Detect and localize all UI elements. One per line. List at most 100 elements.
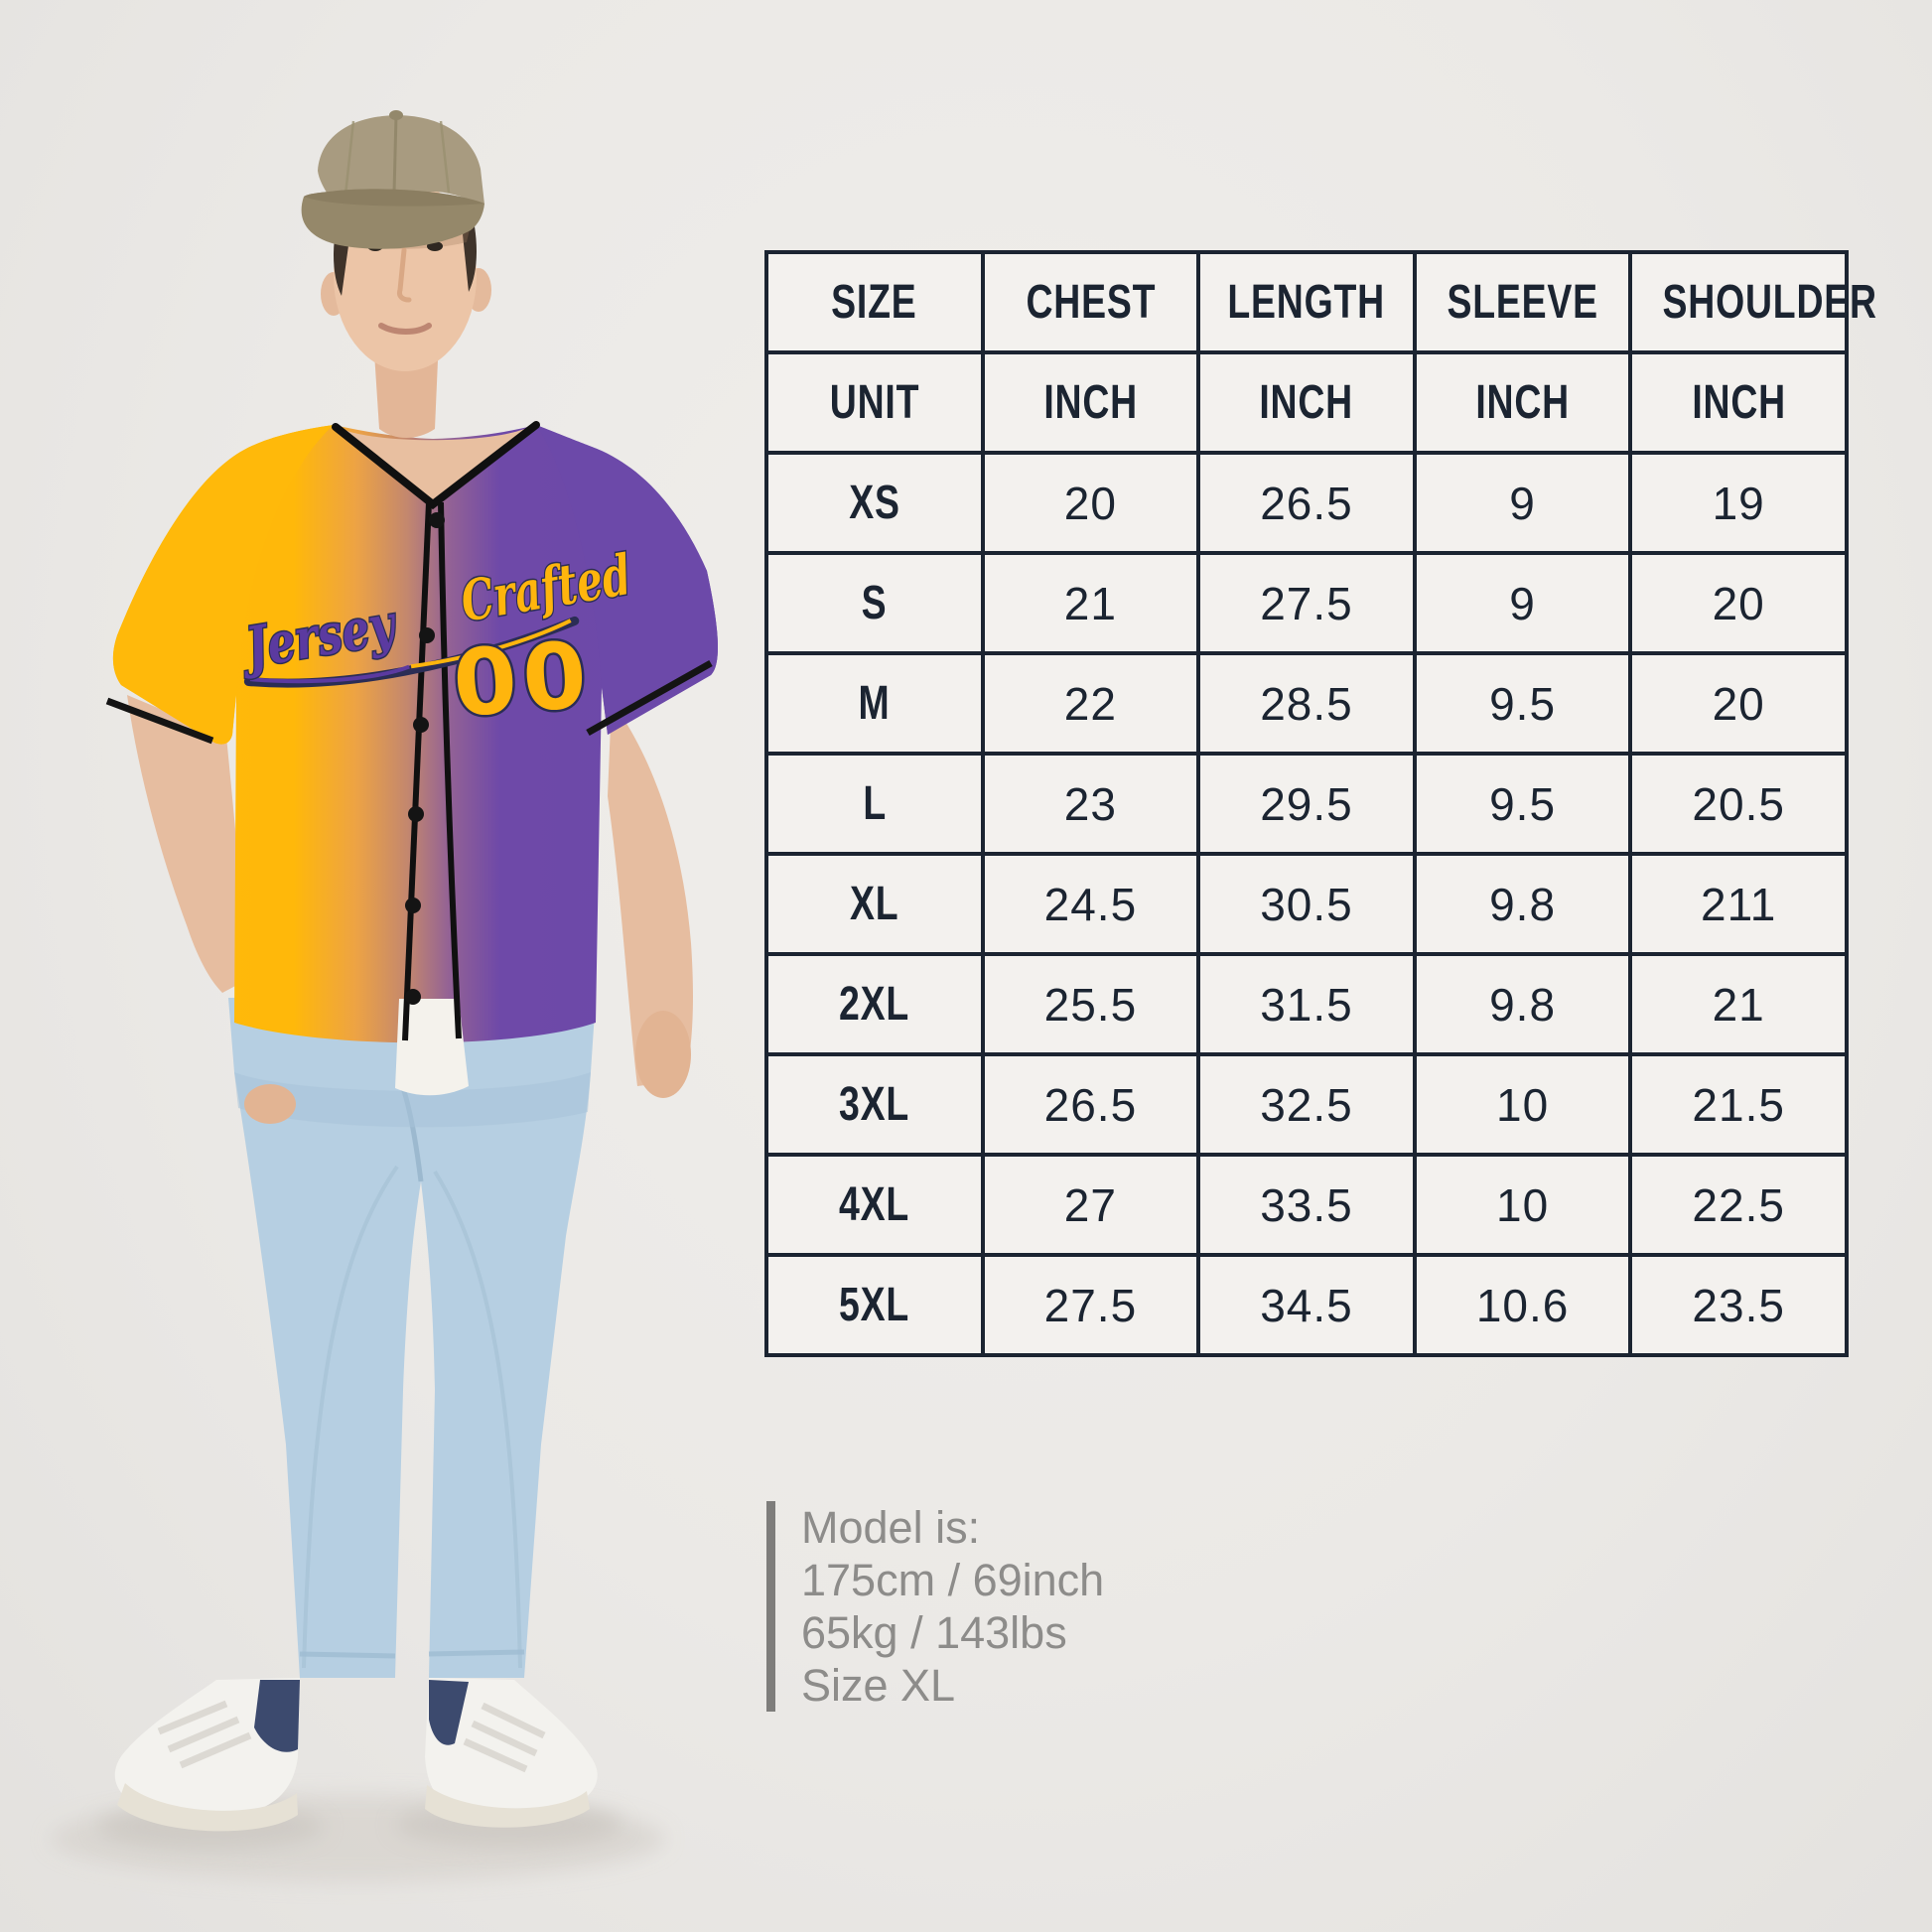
chest-cell: 21 xyxy=(980,551,1201,655)
size-label: S xyxy=(861,577,888,629)
chest-cell: 24.5 xyxy=(980,852,1201,956)
table-header-row: SIZE CHEST LENGTH SLEEVE SHOULDER xyxy=(764,250,1876,354)
shoulder-cell: 20.5 xyxy=(1628,752,1849,856)
chest-cell: 27 xyxy=(980,1153,1201,1257)
sleeve-cell: 10 xyxy=(1412,1153,1633,1257)
size-cell: XS xyxy=(764,451,985,555)
length-cell: 31.5 xyxy=(1196,952,1417,1056)
size-label: 4XL xyxy=(839,1178,910,1231)
size-cell: 4XL xyxy=(764,1153,985,1257)
sleeve-cell: 9.8 xyxy=(1412,852,1633,956)
unit-value: INCH xyxy=(1259,376,1354,429)
model-info-bar xyxy=(766,1501,775,1712)
size-label: 3XL xyxy=(839,1078,910,1131)
unit-label: UNIT xyxy=(829,376,920,429)
model-info: Model is: 175cm / 69inch 65kg / 143lbs S… xyxy=(766,1501,1104,1712)
length-cell: 32.5 xyxy=(1196,1052,1417,1157)
baseball-cap xyxy=(301,110,484,249)
col-header-length: LENGTH xyxy=(1196,250,1417,354)
shoulder-cell: 20 xyxy=(1628,551,1849,655)
model-left-arm xyxy=(127,695,296,1124)
jersey-buttons xyxy=(405,512,445,1005)
table-row: 3XL 26.5 32.5 10 21.5 xyxy=(764,1052,1849,1157)
chest-cell: 20 xyxy=(980,451,1201,555)
shoulder-cell: 23.5 xyxy=(1628,1253,1849,1357)
length-cell: 27.5 xyxy=(1196,551,1417,655)
table-row: 5XL 27.5 34.5 10.6 23.5 xyxy=(764,1253,1849,1357)
size-label: L xyxy=(862,777,887,830)
size-label: 2XL xyxy=(839,978,910,1031)
size-label: XS xyxy=(849,477,900,529)
length-cell: 34.5 xyxy=(1196,1253,1417,1357)
table-row: 4XL 27 33.5 10 22.5 xyxy=(764,1153,1849,1257)
model-right-arm xyxy=(608,701,693,1098)
unit-value: INCH xyxy=(1691,376,1786,429)
size-label: XL xyxy=(850,878,899,930)
jeans xyxy=(228,998,596,1678)
jersey: Jersey Crafted 00 xyxy=(105,421,718,1096)
col-header-sleeve-label: SLEEVE xyxy=(1447,276,1598,329)
size-label: M xyxy=(858,677,891,730)
unit-cell: INCH xyxy=(1412,350,1633,455)
length-cell: 30.5 xyxy=(1196,852,1417,956)
table-row: L 23 29.5 9.5 20.5 xyxy=(764,752,1849,856)
shoulder-cell: 21 xyxy=(1628,952,1849,1056)
shoulder-cell: 19 xyxy=(1628,451,1849,555)
size-cell: L xyxy=(764,752,985,856)
length-cell: 26.5 xyxy=(1196,451,1417,555)
col-header-chest: CHEST xyxy=(980,250,1201,354)
col-header-length-label: LENGTH xyxy=(1227,276,1386,329)
size-cell: M xyxy=(764,651,985,756)
size-cell: 3XL xyxy=(764,1052,985,1157)
chest-cell: 25.5 xyxy=(980,952,1201,1056)
col-header-sleeve: SLEEVE xyxy=(1412,250,1633,354)
sleeve-cell: 9 xyxy=(1412,451,1633,555)
jersey-number: 00 xyxy=(450,621,596,738)
shoulder-cell: 211 xyxy=(1628,852,1849,956)
shoulder-cell: 22.5 xyxy=(1628,1153,1849,1257)
col-header-shoulder-label: SHOULDER xyxy=(1662,276,1878,329)
size-cell: XL xyxy=(764,852,985,956)
chest-cell: 27.5 xyxy=(980,1253,1201,1357)
chest-cell: 22 xyxy=(980,651,1201,756)
shoulder-cell: 21.5 xyxy=(1628,1052,1849,1157)
unit-cell: UNIT xyxy=(764,350,985,455)
table-row: XS 20 26.5 9 19 xyxy=(764,451,1849,555)
model-info-line: 175cm / 69inch xyxy=(801,1555,1105,1605)
sleeve-cell: 9.5 xyxy=(1412,752,1633,856)
sleeve-cell: 10.6 xyxy=(1412,1253,1633,1357)
size-cell: S xyxy=(764,551,985,655)
sleeve-cell: 9.8 xyxy=(1412,952,1633,1056)
size-cell: 5XL xyxy=(764,1253,985,1357)
unit-value: INCH xyxy=(1475,376,1570,429)
chest-cell: 26.5 xyxy=(980,1052,1201,1157)
col-header-chest-label: CHEST xyxy=(1025,276,1156,329)
col-header-size-label: SIZE xyxy=(831,276,917,329)
table-row: 2XL 25.5 31.5 9.8 21 xyxy=(764,952,1849,1056)
length-cell: 29.5 xyxy=(1196,752,1417,856)
table-row: XL 24.5 30.5 9.8 211 xyxy=(764,852,1849,956)
unit-cell: INCH xyxy=(980,350,1201,455)
size-chart-table: SIZE CHEST LENGTH SLEEVE SHOULDER UNIT I… xyxy=(764,250,1876,1357)
table-row: S 21 27.5 9 20 xyxy=(764,551,1849,655)
unit-value: INCH xyxy=(1043,376,1138,429)
size-label: 5XL xyxy=(839,1279,910,1331)
unit-row: UNIT INCH INCH INCH INCH xyxy=(764,350,1849,455)
model-info-line: Model is: xyxy=(801,1502,981,1553)
model-info-line: 65kg / 143lbs xyxy=(801,1607,1067,1658)
table-row: M 22 28.5 9.5 20 xyxy=(764,651,1849,756)
shoulder-cell: 20 xyxy=(1628,651,1849,756)
sleeve-cell: 9 xyxy=(1412,551,1633,655)
sleeve-cell: 10 xyxy=(1412,1052,1633,1157)
col-header-shoulder: SHOULDER xyxy=(1628,250,1876,354)
chest-cell: 23 xyxy=(980,752,1201,856)
sneakers xyxy=(114,1678,598,1832)
unit-cell: INCH xyxy=(1196,350,1417,455)
size-cell: 2XL xyxy=(764,952,985,1056)
length-cell: 28.5 xyxy=(1196,651,1417,756)
sleeve-cell: 9.5 xyxy=(1412,651,1633,756)
length-cell: 33.5 xyxy=(1196,1153,1417,1257)
col-header-size: SIZE xyxy=(764,250,985,354)
